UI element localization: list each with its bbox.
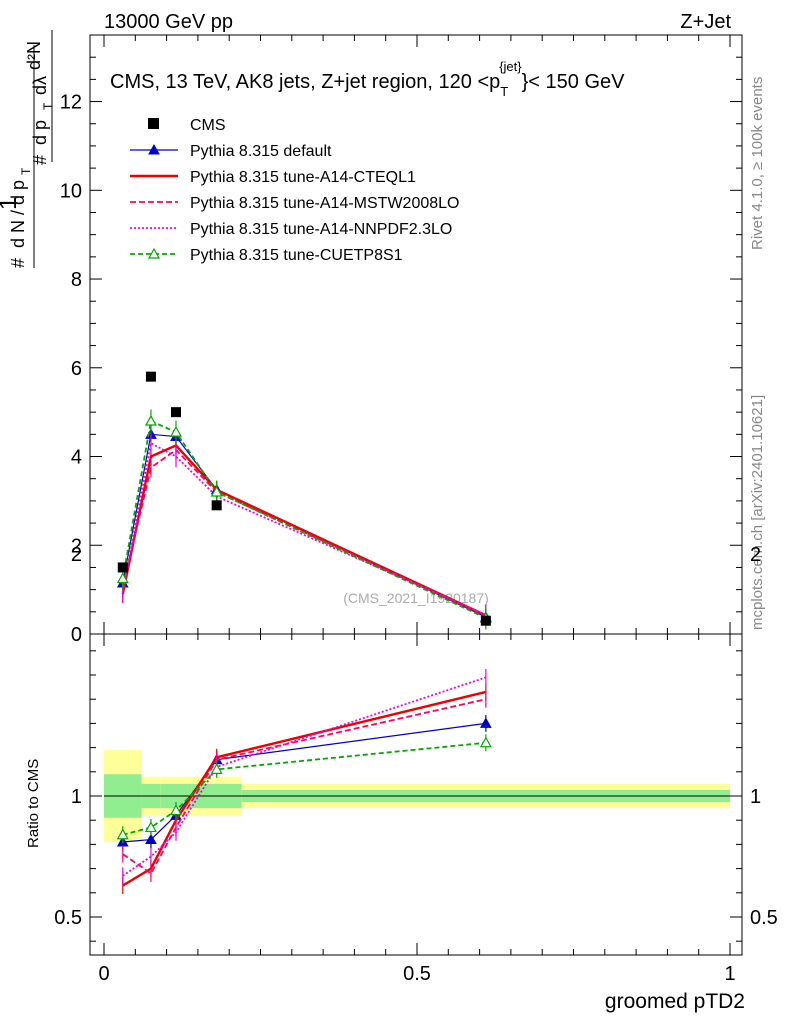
svg-text:#: # [30,155,50,165]
main-y-tick-label: 4 [71,447,82,469]
chart-title-prefix: CMS, 13 TeV, AK8 jets, Z+jet region, 120… [110,71,500,93]
data-point [117,562,128,573]
data-point [211,500,222,511]
ratio-series-marker [116,828,129,840]
ratio-y-tick-label: 1 [71,786,82,808]
legend-label: Pythia 8.315 tune-A14-NNPDF2.3LO [190,221,452,238]
legend-marker-cms [148,118,159,129]
svg-text:dλ: dλ [30,76,50,95]
ratio-series-marker [169,804,183,816]
chart-title-suffix: }< 150 GeV [522,71,626,93]
data-point [170,407,181,418]
ratio-y-tick-label: 2 [71,544,82,566]
ratio-series-marker [210,763,223,774]
ratio-series-marker [145,833,157,845]
ratio-y-tick-label-right: 0.5 [750,907,778,929]
main-y-tick-label: 0 [71,624,82,646]
legend-label: Pythia 8.315 tune-CUETP8S1 [190,247,403,264]
main-series-marker [210,485,223,497]
chart-title-sub: T [500,84,508,99]
svg-text:T: T [41,102,55,110]
ratio-y-tick-label: 0.5 [54,907,82,929]
chart-title-sup: {jet} [499,59,522,74]
ratio-y-axis-label: Ratio to CMS [25,759,42,848]
x-tick-label: 0 [98,963,109,985]
ratio-frame [89,633,743,956]
svg-text:T: T [19,167,33,175]
svg-text:d²N: d²N [24,41,44,70]
main-series-marker [116,572,129,584]
main-y-tick-label: 8 [71,269,82,291]
rivet-label: Rivet 4.1.0, ≥ 100k events [749,77,766,250]
legend-marker [148,143,160,155]
legend-label: Pythia 8.315 default [190,143,332,160]
ratio-y-tick-label-right: 1 [750,786,761,808]
svg-text:d p: d p [30,120,50,145]
header-left-label: 13000 GeV pp [104,11,233,33]
data-point [145,371,156,382]
ratio-series-marker [479,736,492,748]
ratio-y-tick-label-right: 2 [750,544,761,566]
main-y-tick-label: 10 [60,180,82,202]
legend: CMS Pythia 8.315 default Pythia 8.315 tune… [130,117,459,264]
legend-marker [147,247,161,259]
main-panel: 0 2 4 6 8 10 12 [60,34,743,646]
main-y-axis-label: # d N / d p T 1 # d p T dλ d²N [0,30,55,268]
svg-text:1: 1 [0,197,22,210]
legend-label: Pythia 8.315 tune-A14-CTEQL1 [190,169,416,186]
main-series-line [121,441,487,616]
header-right-label: Z+Jet [680,11,731,33]
legend-label: CMS [190,117,226,134]
chart-title: CMS, 13 TeV, AK8 jets, Z+jet region, 120… [110,59,625,99]
main-series-marker [169,425,183,437]
watermark-label: (CMS_2021_I1920187) [343,590,489,606]
main-y-tick-label: 6 [71,358,82,380]
main-series-line [121,443,487,617]
data-point [480,615,491,626]
svg-text:#: # [8,258,28,268]
main-y-tick-label: 12 [60,92,82,114]
x-axis-label: groomed pTD2 [605,990,745,1013]
x-tick-label: 0.5 [403,963,431,985]
main-y-tick-label: 2 [71,535,82,557]
main-frame [89,34,743,635]
main-series-marker [144,414,157,426]
ratio-panel: 0.5 0.5 1 1 2 2 0 0.5 1 [54,544,778,985]
ratio-series-marker [480,717,492,728]
x-tick-label: 1 [724,963,735,985]
ratio-series-marker [144,821,157,833]
svg-text:d N / d p: d N / d p [8,180,28,248]
legend-label: Pythia 8.315 tune-A14-MSTW2008LO [190,195,459,212]
mcplots-label: mcplots.cern.ch [arXiv:2401.10621] [749,395,766,630]
